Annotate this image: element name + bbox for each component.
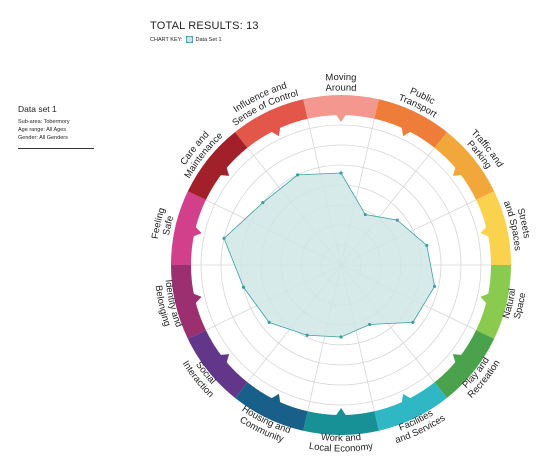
category-ring-segment [303, 95, 379, 119]
data-point [296, 173, 300, 177]
category-pointer [192, 293, 202, 304]
category-label: Around [325, 82, 357, 94]
category-ring-segment [374, 99, 447, 148]
dataset-age-range: Age range: All Ages [18, 127, 67, 133]
category-pointer [270, 126, 281, 137]
category-pointer [270, 393, 281, 404]
category-ring-segment [434, 132, 495, 200]
category-pointer [192, 226, 202, 237]
series-swatch-icon [185, 36, 193, 43]
category-pointer [401, 393, 412, 404]
dataset-gender: Gender: All Genders [18, 135, 68, 141]
category-ring-segment [476, 191, 511, 265]
dataset-title: Data set 1 [18, 104, 57, 114]
dataset-panel: Data set 1 Sub-area: Tobermory Age range… [18, 104, 94, 149]
data-point [368, 322, 372, 327]
total-results: TOTAL RESULTS: 13 [150, 20, 259, 32]
category-pointer [452, 166, 463, 176]
data-point [241, 285, 246, 289]
category-ring-segment [187, 132, 248, 200]
category-ring-segment [303, 411, 379, 435]
data-point [363, 212, 367, 217]
data-point [411, 320, 415, 324]
data-point [425, 243, 429, 248]
data-point [395, 218, 399, 222]
category-ring-segment [171, 191, 206, 265]
data-point [432, 284, 437, 288]
data-point [339, 171, 343, 175]
category-label: Local Economy [308, 441, 374, 455]
category-ring-segment [235, 382, 308, 431]
data-point [261, 201, 265, 205]
dataset-divider [18, 148, 94, 149]
category-pointer [219, 354, 230, 364]
data-point [267, 320, 271, 324]
data-point [339, 335, 343, 339]
category-ring-segment [187, 330, 248, 398]
data-point [222, 236, 226, 240]
category-pointer [335, 114, 347, 122]
category-pointer [480, 293, 490, 304]
dataset-subarea: Sub-area: Tobermory [18, 119, 70, 125]
category-label-text: Work and [320, 432, 361, 444]
category-pointer [219, 166, 230, 176]
category-pointer [335, 408, 347, 416]
category-pointer [452, 354, 463, 364]
category-ring-segment [235, 99, 308, 148]
category-ring-segment [476, 265, 511, 339]
category-label: Work and [320, 432, 361, 444]
category-ring-segment [374, 382, 447, 431]
data-point [305, 333, 309, 337]
category-label-text: Moving [325, 72, 357, 84]
category-ring-segment [171, 265, 206, 339]
category-label: Moving [325, 72, 357, 84]
chart-key-label: CHART KEY: [150, 36, 183, 43]
category-pointer [480, 226, 490, 237]
category-label-text: Around [325, 82, 357, 94]
category-ring-segment [434, 330, 495, 398]
category-pointer [401, 126, 412, 137]
series-area [223, 172, 436, 338]
chart-key-series: Data Set 1 [195, 36, 222, 43]
chart-key: CHART KEY: Data Set 1 [150, 36, 222, 43]
category-label-text: Local Economy [308, 441, 374, 455]
